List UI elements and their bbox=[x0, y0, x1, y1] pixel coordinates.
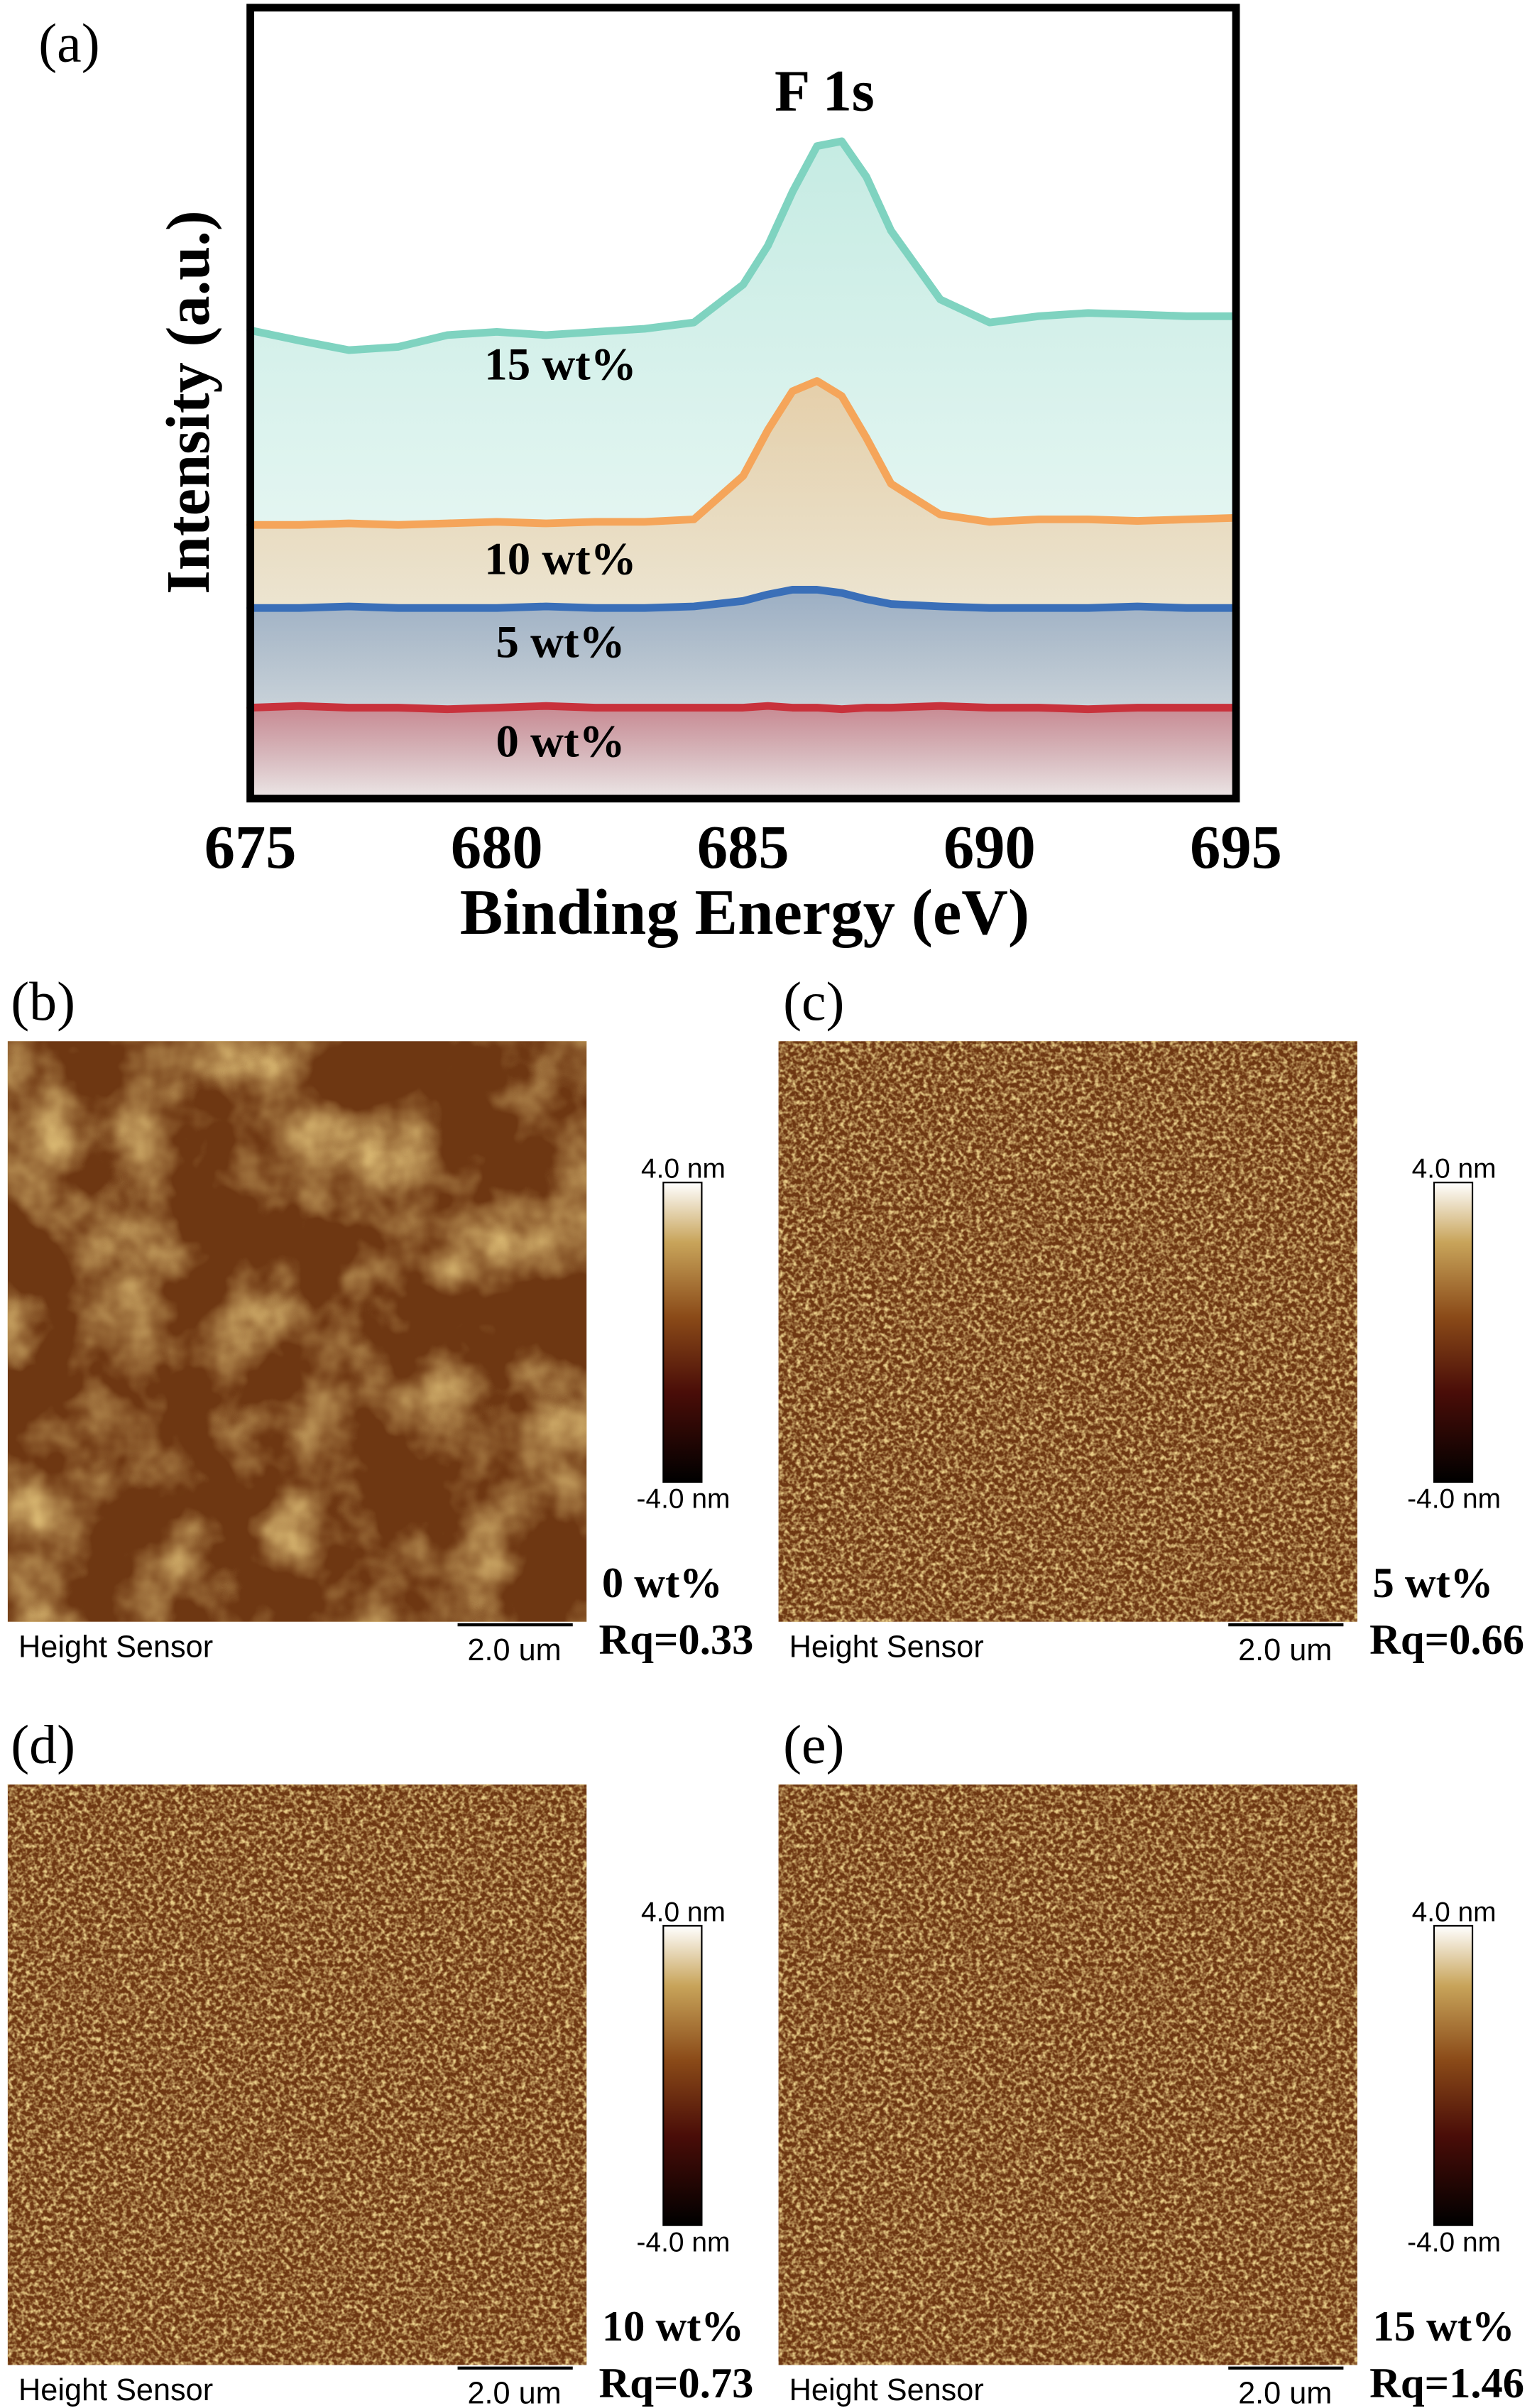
colorbar bbox=[1433, 1924, 1474, 2226]
colorbar bbox=[662, 1182, 703, 1483]
colorbar-max-label: 4.0 nm bbox=[641, 1897, 726, 1927]
colorbar-min-label: -4.0 nm bbox=[1407, 2227, 1501, 2257]
panel-label: (b) bbox=[11, 971, 75, 1032]
sensor-label: Height Sensor bbox=[18, 2373, 213, 2407]
colorbar-min-label: -4.0 nm bbox=[637, 2227, 731, 2257]
scale-bar-label: 2.0 um bbox=[1238, 2377, 1332, 2408]
afm-panel: (c) 4.0 nm -4.0 nm 5 wt% Rq=0.66 Height Senso… bbox=[778, 971, 1524, 1667]
afm-image-texture bbox=[7, 1041, 587, 1622]
panel-label: (e) bbox=[783, 1714, 844, 1775]
afm-panel: (e) 4.0 nm -4.0 nm 15 wt% Rq=1.46 Height Sens… bbox=[778, 1714, 1524, 2408]
y-axis-label: Intensity (a.u.) bbox=[154, 210, 222, 594]
sample-label: 15 wt% bbox=[1372, 2303, 1514, 2350]
scale-bar-label: 2.0 um bbox=[467, 1633, 561, 1667]
x-tick-label: 680 bbox=[451, 813, 543, 881]
rq-label: Rq=0.73 bbox=[599, 2360, 754, 2407]
x-tick-label: 690 bbox=[943, 813, 1036, 881]
series-label: 5 wt% bbox=[496, 616, 625, 668]
sample-label: 10 wt% bbox=[602, 2303, 744, 2350]
chart-title: F 1s bbox=[775, 59, 875, 124]
colorbar-min-label: -4.0 nm bbox=[1407, 1484, 1501, 1515]
afm-image-texture bbox=[778, 1041, 1357, 1622]
line bbox=[246, 137, 1240, 354]
panel-label: (d) bbox=[11, 1714, 75, 1775]
colorbar-min-label: -4.0 nm bbox=[637, 1484, 731, 1515]
afm-panel: (b) 4.0 nm -4.0 nm 0 wt% Rq=0.33 Height Senso… bbox=[7, 971, 754, 1667]
series-label: 15 wt% bbox=[484, 339, 636, 390]
area bbox=[250, 706, 1237, 799]
x-tick-label: 695 bbox=[1190, 813, 1282, 881]
scale-bar-label: 2.0 um bbox=[467, 2377, 561, 2408]
sample-label: 0 wt% bbox=[602, 1559, 723, 1607]
rq-label: Rq=0.66 bbox=[1369, 1616, 1524, 1664]
x-tick-label: 675 bbox=[204, 813, 297, 881]
colorbar-max-label: 4.0 nm bbox=[1412, 1897, 1497, 1927]
line bbox=[246, 586, 1240, 612]
series-label: 10 wt% bbox=[484, 533, 636, 584]
rq-label: Rq=1.46 bbox=[1369, 2360, 1524, 2407]
panel-label: (a) bbox=[38, 13, 99, 74]
colorbar bbox=[662, 1924, 703, 2226]
sensor-label: Height Sensor bbox=[18, 1630, 213, 1664]
rq-label: Rq=0.33 bbox=[599, 1616, 754, 1664]
afm-panel: (d) 4.0 nm -4.0 nm 10 wt% Rq=0.73 Height Sens… bbox=[7, 1714, 754, 2408]
line bbox=[246, 377, 1240, 529]
panel-label: (c) bbox=[783, 971, 844, 1032]
line bbox=[246, 702, 1240, 714]
afm-image-texture bbox=[7, 1784, 587, 2365]
sample-label: 5 wt% bbox=[1372, 1559, 1493, 1607]
x-tick-label: 685 bbox=[697, 813, 789, 881]
colorbar-max-label: 4.0 nm bbox=[641, 1154, 726, 1184]
x-axis-label: Binding Energy (eV) bbox=[460, 876, 1029, 948]
sensor-label: Height Sensor bbox=[789, 1630, 984, 1664]
afm-image-texture bbox=[778, 1784, 1357, 2365]
plot-frame bbox=[246, 4, 1240, 802]
sensor-label: Height Sensor bbox=[789, 2373, 984, 2407]
series-label: 0 wt% bbox=[496, 717, 625, 768]
colorbar bbox=[1433, 1182, 1474, 1483]
colorbar-max-label: 4.0 nm bbox=[1412, 1154, 1497, 1184]
scale-bar-label: 2.0 um bbox=[1238, 1633, 1332, 1667]
